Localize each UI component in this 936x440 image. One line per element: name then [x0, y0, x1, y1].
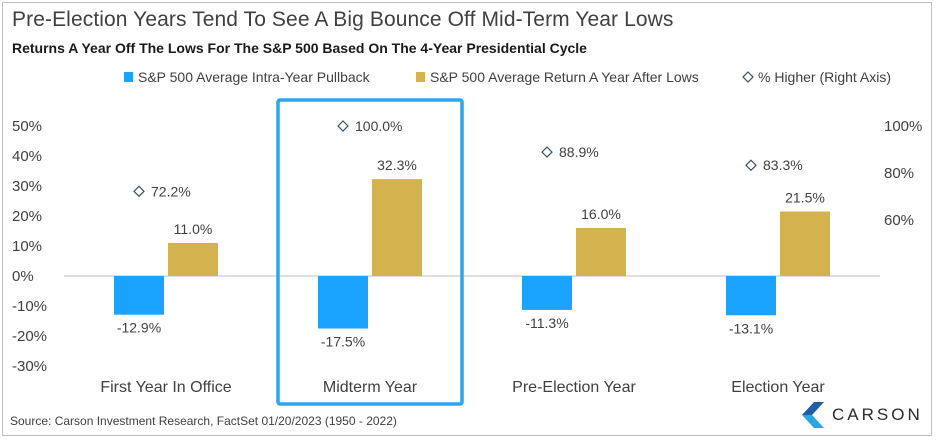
- carson-logo: CARSON: [802, 400, 928, 430]
- y-left-tick-label: -10%: [12, 298, 47, 315]
- bar-pullback: [726, 276, 776, 316]
- legend-label-return: S&P 500 Average Return A Year After Lows: [430, 69, 699, 85]
- y-right-tick-label: 60%: [884, 212, 914, 229]
- bar-label-return: 32.3%: [377, 157, 417, 173]
- bar-pullback: [114, 276, 164, 315]
- y-left-tick-label: 20%: [12, 208, 42, 225]
- bar-label-return: 16.0%: [581, 206, 621, 222]
- bar-return: [780, 211, 830, 276]
- y-left-tick-label: -20%: [12, 328, 47, 345]
- x-category-label: Election Year: [731, 379, 825, 396]
- carson-logo-text: CARSON: [832, 405, 923, 424]
- x-category-label: Pre-Election Year: [512, 379, 636, 396]
- bar-label-pullback: -13.1%: [729, 320, 773, 336]
- legend-swatch-pullback: [124, 72, 133, 82]
- chart-title: Pre-Election Years Tend To See A Big Bou…: [12, 8, 674, 31]
- legend-swatch-return: [416, 72, 425, 82]
- bar-label-pullback: -12.9%: [117, 320, 161, 336]
- carson-logo-icon: [802, 402, 824, 428]
- bar-label-pullback: -17.5%: [321, 334, 365, 350]
- y-left-tick-label: 10%: [12, 238, 42, 255]
- x-category-label: First Year In Office: [100, 379, 231, 396]
- legend-label-pullback: S&P 500 Average Intra-Year Pullback: [138, 69, 371, 85]
- y-right-tick-label: 100%: [884, 118, 922, 135]
- marker-label-pct-higher: 88.9%: [559, 144, 599, 160]
- bar-return: [576, 228, 626, 276]
- source-note: Source: Carson Investment Research, Fact…: [10, 414, 397, 428]
- marker-label-pct-higher: 100.0%: [355, 118, 402, 134]
- marker-pct-higher: [541, 146, 553, 158]
- marker-pct-higher: [745, 159, 757, 172]
- legend-diamond-marker: [742, 71, 754, 83]
- x-category-label: Midterm Year: [323, 379, 418, 396]
- y-right-tick-label: 80%: [884, 165, 914, 182]
- marker-pct-higher: [133, 185, 145, 198]
- bar-label-pullback: -11.3%: [525, 315, 568, 331]
- legend: S&P 500 Average Intra-Year Pullback S&P …: [124, 69, 891, 85]
- bar-pullback: [318, 276, 368, 329]
- bar-label-return: 11.0%: [174, 221, 213, 237]
- bar-return: [372, 179, 422, 276]
- y-left-tick-label: 40%: [12, 148, 42, 165]
- y-left-tick-label: -30%: [12, 358, 47, 375]
- highlight-box: [276, 98, 464, 406]
- bar-label-return: 21.5%: [785, 190, 825, 206]
- y-left-tick-label: 30%: [12, 178, 42, 195]
- y-left-tick-label: 0%: [12, 268, 34, 285]
- marker-label-pct-higher: 83.3%: [763, 157, 803, 173]
- y-left-tick-label: 50%: [12, 118, 42, 135]
- marker-label-pct-higher: 72.2%: [151, 183, 191, 199]
- bar-pullback: [522, 276, 572, 310]
- chart-subtitle: Returns A Year Off The Lows For The S&P …: [12, 40, 587, 56]
- legend-label-pct-higher: % Higher (Right Axis): [758, 69, 891, 85]
- marker-pct-higher: [337, 120, 349, 132]
- bar-return: [168, 243, 218, 276]
